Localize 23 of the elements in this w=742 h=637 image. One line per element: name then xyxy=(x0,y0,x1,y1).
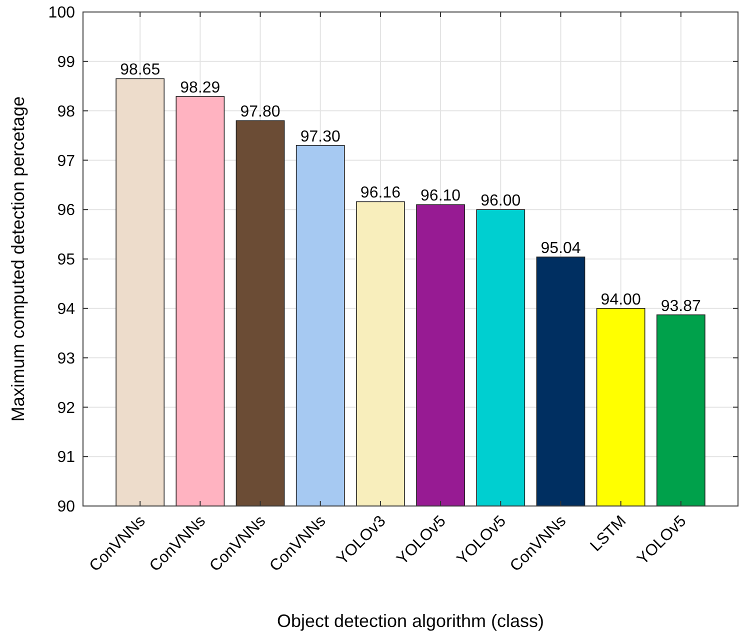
y-tick-label: 97 xyxy=(57,152,76,170)
y-tick-label: 98 xyxy=(57,103,76,120)
y-tick-label: 93 xyxy=(57,350,76,368)
y-tick-label: 91 xyxy=(57,449,76,466)
y-tick-label: 95 xyxy=(57,252,76,269)
data-label: 96.00 xyxy=(480,192,521,210)
data-label: 98.65 xyxy=(120,62,160,79)
data-label: 94.00 xyxy=(600,291,641,308)
data-label: 97.30 xyxy=(300,128,340,146)
x-axis-title: Object detection algorithm (class) xyxy=(276,611,544,631)
data-label: 97.80 xyxy=(240,104,280,121)
data-label: 95.04 xyxy=(540,240,581,258)
y-tick-label: 90 xyxy=(57,498,76,516)
data-label: 96.16 xyxy=(360,184,401,202)
data-label: 93.87 xyxy=(660,298,702,315)
y-tick-label: 96 xyxy=(57,202,76,220)
y-tick-label: 99 xyxy=(57,54,76,71)
y-tick-label: 92 xyxy=(57,400,76,417)
y-tick-label: 94 xyxy=(57,301,76,318)
data-label: 98.29 xyxy=(180,79,220,96)
y-axis-title: Maximum computed detection percetage xyxy=(8,96,28,422)
y-tick-label: 100 xyxy=(48,4,76,22)
data-label: 96.10 xyxy=(420,188,461,205)
